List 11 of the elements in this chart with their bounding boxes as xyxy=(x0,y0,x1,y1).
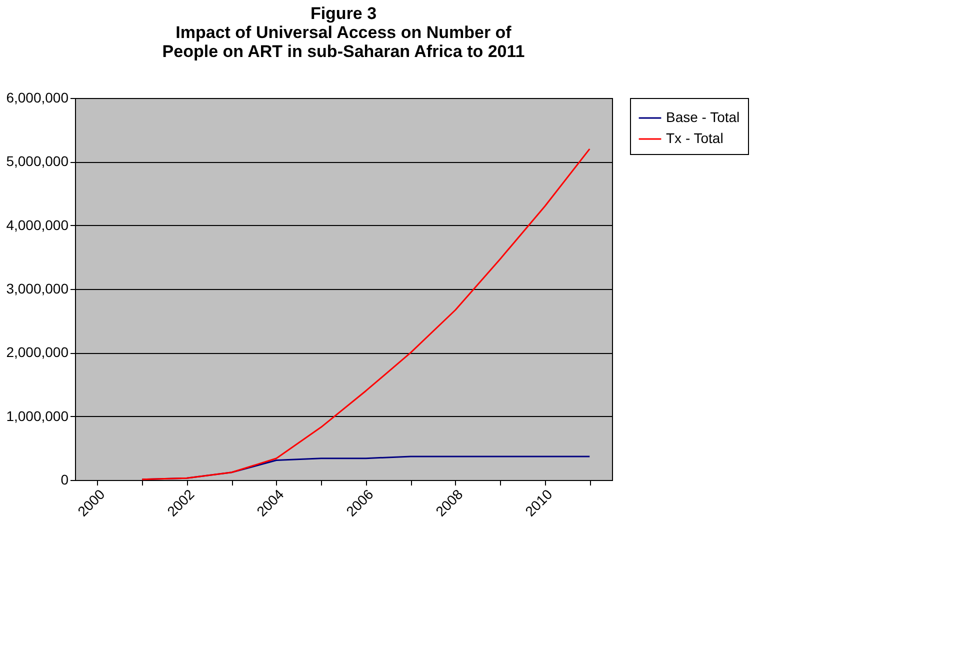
legend-label: Tx - Total xyxy=(666,130,724,146)
y-tick-label: 4,000,000 xyxy=(6,216,69,233)
y-tick-label: 2,000,000 xyxy=(6,344,69,360)
y-tick-label: 0 xyxy=(60,472,69,488)
legend-label: Base - Total xyxy=(666,109,740,125)
y-tick-label: 3,000,000 xyxy=(6,280,69,296)
y-tick-label: 1,000,000 xyxy=(6,408,69,424)
y-tick-label: 5,000,000 xyxy=(6,153,69,170)
y-tick-label: 6,000,000 xyxy=(6,90,69,106)
line-series xyxy=(141,148,590,480)
chart-title: Figure 3 Impact of Universal Access on Number of People on ART in sub-Saharan Africa to 2011 xyxy=(162,4,525,61)
